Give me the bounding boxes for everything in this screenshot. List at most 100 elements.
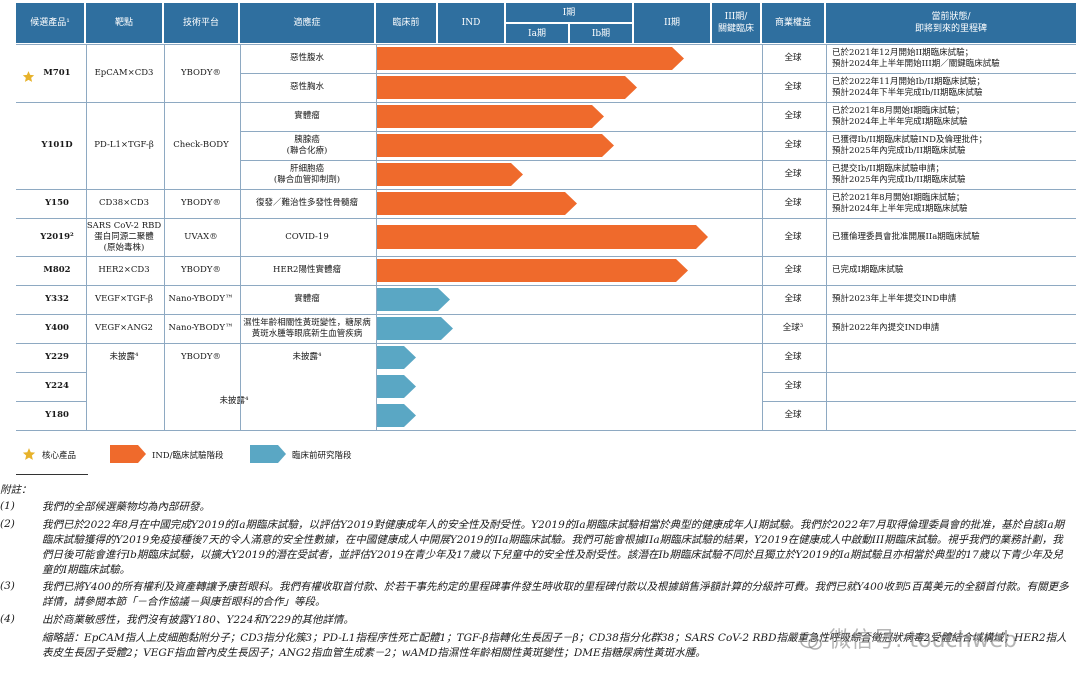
rights-cell: 全球 bbox=[762, 102, 824, 131]
status-cell bbox=[832, 343, 1076, 372]
rights-cell: 全球 bbox=[762, 73, 824, 102]
candidate-name: Y332 bbox=[30, 285, 84, 314]
rights-cell: 全球 bbox=[762, 44, 824, 73]
status-cell: 已提交Ib/II期臨床試驗申請； 預計2025年內完成Ib/II期臨床試驗 bbox=[832, 160, 1076, 189]
header-candidate: 候選產品¹ bbox=[16, 3, 84, 43]
column-divider bbox=[826, 44, 827, 430]
status-cell: 已於2022年11月開始Ib/II期臨床試驗； 預計2024年下半年完成Ib/I… bbox=[832, 73, 1076, 102]
indication-cell: 復發／難治性多發性骨髓瘤 bbox=[240, 189, 374, 218]
header-phase2: II期 bbox=[634, 3, 710, 43]
rights-cell: 全球 bbox=[762, 401, 824, 430]
status-cell: 已於2021年8月開始I期臨床試驗； 預計2024年上半年完成I期臨床試驗 bbox=[832, 189, 1076, 218]
indication-cell: 實體瘤 bbox=[240, 285, 374, 314]
rights-cell: 全球 bbox=[762, 218, 824, 256]
ind-stage-arrow bbox=[376, 105, 604, 128]
header-ind: IND bbox=[438, 3, 504, 43]
indication-cell: HER2陽性實體瘤 bbox=[240, 256, 374, 285]
star-icon bbox=[22, 68, 35, 87]
status-cell: 已獲倫理委員會批准開展IIa期臨床試驗 bbox=[832, 218, 1076, 256]
header-target: 靶點 bbox=[86, 3, 162, 43]
legend-pre-arrow bbox=[250, 445, 286, 463]
note-3-text: 我們已將Y400的所有權利及資產轉讓予康哲眼科。我們有權收取首付款、於若干事先約… bbox=[42, 580, 1072, 610]
undisclosed-merged: 未披露⁴ bbox=[164, 372, 304, 430]
star-icon bbox=[22, 446, 36, 460]
status-cell: 已獲得Ib/II期臨床試驗IND及倫理批件； 預計2025年內完成Ib/II期臨… bbox=[832, 131, 1076, 160]
indication-cell: 未披露⁴ bbox=[240, 343, 374, 372]
platform-cell: YBODY® bbox=[164, 256, 238, 285]
header-preclinical: 臨床前 bbox=[376, 3, 436, 43]
indication-cell: 肝細胞癌 (聯合血管抑制劑) bbox=[240, 160, 374, 189]
ind-stage-arrow bbox=[376, 76, 637, 99]
indication-cell: 實體瘤 bbox=[240, 102, 374, 131]
header-rights: 商業權益 bbox=[762, 3, 824, 43]
legend-core-label: 核心產品 bbox=[42, 449, 76, 461]
preclinical-stage-arrow bbox=[376, 404, 416, 427]
note-1-num: (1) bbox=[0, 500, 15, 512]
status-cell: 預計2022年內提交IND申請 bbox=[832, 314, 1076, 343]
legend-pre-label: 臨床前研究階段 bbox=[292, 449, 352, 461]
header-status: 當前狀態/ 即將到來的里程碑 bbox=[826, 3, 1076, 43]
status-cell bbox=[832, 401, 1076, 430]
note-4-num: (4) bbox=[0, 613, 15, 625]
platform-cell: Check-BODY bbox=[164, 102, 238, 189]
platform-cell: YBODY® bbox=[164, 189, 238, 218]
header-platform: 技術平台 bbox=[164, 3, 238, 43]
column-divider bbox=[164, 44, 165, 430]
header-phase1a: Ia期 bbox=[506, 24, 568, 43]
rights-cell: 全球 bbox=[762, 256, 824, 285]
header-phase1: I期 bbox=[506, 3, 632, 22]
candidate-name: Y400 bbox=[30, 314, 84, 343]
ind-stage-arrow bbox=[376, 225, 708, 249]
target-cell: HER2×CD3 bbox=[86, 256, 162, 285]
rights-cell: 全球 bbox=[762, 343, 824, 372]
notes-title: 附註： bbox=[0, 482, 32, 497]
preclinical-stage-arrow bbox=[376, 317, 453, 340]
rights-cell: 全球 bbox=[762, 160, 824, 189]
target-cell: PD-L1×TGF-β bbox=[86, 102, 162, 189]
table-bottom-line bbox=[16, 430, 1076, 431]
indication-cell: 濕性年齡相關性黃斑變性，糖尿病 黃斑水腫等眼底新生血管疾病 bbox=[240, 314, 374, 343]
rights-cell: 全球 bbox=[762, 131, 824, 160]
platform-cell: Nano-YBODY™ bbox=[164, 314, 238, 343]
note-1-text: 我們的全部候選藥物均為內部研發。 bbox=[42, 500, 1072, 515]
rights-cell: 全球³ bbox=[762, 314, 824, 343]
target-cell: SARS CoV-2 RBD 蛋白同源二聚體 (原始毒株) bbox=[86, 218, 162, 256]
candidate-name: Y224 bbox=[30, 372, 84, 401]
candidate-name: Y150 bbox=[30, 189, 84, 218]
ind-stage-arrow bbox=[376, 259, 688, 282]
preclinical-stage-arrow bbox=[376, 346, 416, 369]
status-cell bbox=[832, 372, 1076, 401]
ind-stage-arrow bbox=[376, 192, 577, 215]
platform-cell: UVAX® bbox=[164, 218, 238, 256]
indication-cell: COVID-19 bbox=[240, 218, 374, 256]
legend-ind-label: IND/臨床試驗階段 bbox=[152, 449, 223, 461]
header-phase3: III期/ 關鍵臨床 bbox=[712, 3, 760, 43]
indication-cell: 惡性腹水 bbox=[240, 44, 374, 73]
indication-cell: 惡性胸水 bbox=[240, 73, 374, 102]
preclinical-stage-arrow bbox=[376, 375, 416, 398]
column-divider bbox=[376, 44, 377, 430]
candidate-name: M701 bbox=[30, 44, 84, 102]
legend-ind-arrow bbox=[110, 445, 146, 463]
row-divider bbox=[16, 372, 86, 373]
ind-stage-arrow bbox=[376, 47, 684, 70]
ind-stage-arrow bbox=[376, 163, 523, 186]
status-cell: 預計2023年上半年提交IND申請 bbox=[832, 285, 1076, 314]
column-divider bbox=[240, 44, 241, 430]
platform-cell: Nano-YBODY™ bbox=[164, 285, 238, 314]
candidate-name: Y229 bbox=[30, 343, 84, 372]
ind-stage-arrow bbox=[376, 134, 614, 157]
status-cell: 已完成I期臨床試驗 bbox=[832, 256, 1076, 285]
target-cell: VEGF×ANG2 bbox=[86, 314, 162, 343]
platform-cell: YBODY® bbox=[164, 343, 238, 372]
preclinical-stage-arrow bbox=[376, 288, 450, 311]
candidate-name: Y101D bbox=[30, 102, 84, 189]
candidate-name: M802 bbox=[30, 256, 84, 285]
candidate-name: Y2019² bbox=[30, 218, 84, 256]
status-cell: 已於2021年12月開始II期臨床試驗； 預計2024年上半年開始III期／關鍵… bbox=[832, 44, 1076, 73]
rights-cell: 全球 bbox=[762, 189, 824, 218]
rights-cell: 全球 bbox=[762, 285, 824, 314]
target-cell: 未披露⁴ bbox=[86, 343, 162, 372]
row-divider bbox=[16, 401, 86, 402]
watermark: 微信号: touchweb bbox=[800, 622, 1017, 654]
